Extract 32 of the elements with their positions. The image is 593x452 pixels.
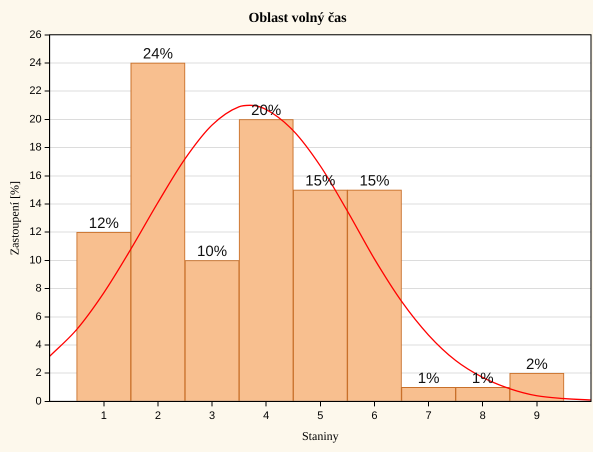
y-tick-label: 0	[36, 395, 42, 408]
y-axis-title: Zastoupení [%]	[7, 180, 22, 256]
y-tick-label: 16	[29, 170, 42, 182]
y-tick-label: 26	[29, 28, 42, 41]
x-tick-label: 7	[426, 410, 432, 422]
x-tick-label: 3	[208, 410, 216, 422]
data-label: 12%	[88, 214, 119, 232]
data-label: 10%	[197, 243, 228, 260]
x-tick-label: 4	[263, 410, 270, 422]
y-tick-label: 10	[29, 254, 42, 266]
x-tick-label: 5	[317, 410, 324, 422]
y-tick-label: 24	[29, 57, 42, 70]
x-tick-label: 2	[154, 410, 161, 422]
x-tick-label: 8	[480, 410, 486, 422]
data-label: 15%	[359, 172, 390, 190]
x-tick-label: 1	[100, 410, 107, 422]
x-axis-title: Staniny	[302, 428, 339, 443]
y-tick-label: 20	[29, 113, 42, 126]
y-tick-label: 18	[29, 142, 42, 154]
y-tick-label: 8	[36, 282, 42, 295]
x-tick-label: 6	[371, 410, 378, 422]
data-label: 1%	[418, 370, 440, 387]
y-tick-label: 2	[36, 367, 42, 380]
y-tick-label: 6	[36, 310, 42, 323]
y-tick-label: 14	[29, 198, 42, 210]
data-label: 24%	[142, 46, 173, 63]
y-tick-label: 4	[36, 339, 42, 352]
data-label: 2%	[526, 356, 548, 373]
chart-title: Oblast volný čas	[248, 11, 348, 26]
y-tick-label: 12	[29, 226, 42, 238]
y-tick-label: 22	[29, 85, 42, 98]
x-tick-label: 9	[534, 410, 540, 422]
